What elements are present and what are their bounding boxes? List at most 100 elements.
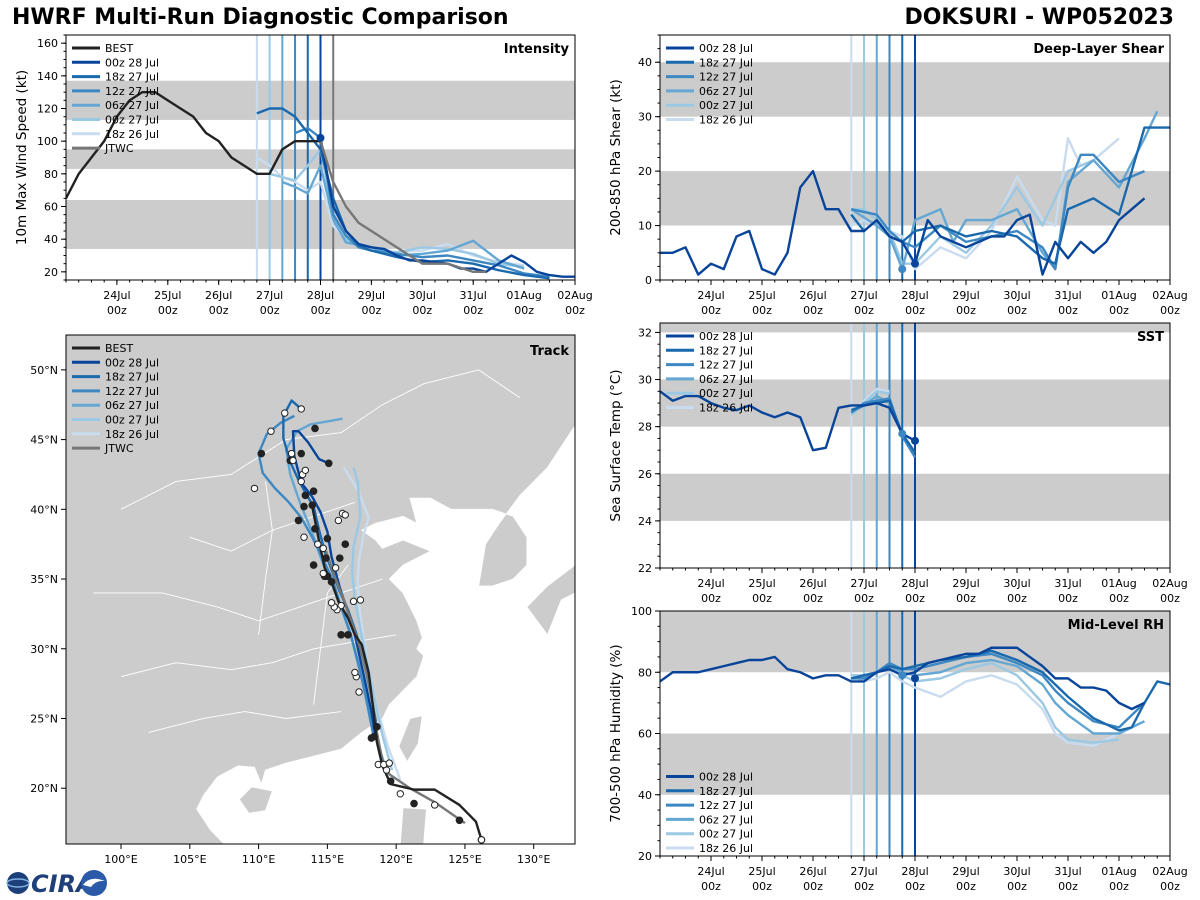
x-tick-label: 24Jul (697, 289, 724, 302)
track-position-dot (308, 501, 317, 509)
x-tick-label: 00z (1007, 592, 1027, 605)
x-tick-label: 00z (1058, 304, 1078, 317)
x-tick-label: 00z (803, 592, 823, 605)
y-tick-label: 20 (638, 850, 652, 863)
y-tick-label: 60 (638, 728, 652, 741)
x-tick-label: 30Jul (1003, 577, 1030, 590)
y-tick-label: 140 (37, 70, 58, 83)
y-tick-label: 10 (638, 220, 652, 233)
x-tick-label: 00z (752, 592, 772, 605)
legend-label: 00z 27 Jul (105, 414, 159, 427)
series-line-18z-26-jul (850, 671, 1120, 747)
track-forecast-dot (319, 569, 327, 578)
track-position-dot (386, 777, 395, 786)
track-forecast-dot (267, 427, 275, 435)
cira-globe-icon (7, 872, 29, 894)
x-tick-label: 00z (1160, 880, 1180, 893)
y-tick-label: 24 (638, 515, 652, 528)
track-forecast-dot (349, 597, 358, 606)
track-forecast-dot (281, 409, 289, 417)
x-tick-label: 27Jul (850, 577, 877, 590)
x-tick-label: 27Jul (256, 289, 283, 302)
legend-label: JTWC (104, 442, 134, 455)
x-tick-label: 00z (854, 304, 874, 317)
legend-label: 18z 27 Jul (699, 56, 753, 69)
x-tick-label: 00z (1058, 880, 1078, 893)
track-position-dot (335, 554, 344, 562)
x-tick-label: 00z (803, 880, 823, 893)
series-line-18z-27-jul (850, 649, 1170, 732)
legend-label: 06z 27 Jul (699, 373, 753, 386)
x-tick-label: 25Jul (154, 289, 181, 302)
x-tick-label: 00z (905, 592, 925, 605)
x-tick-label: 115°E (311, 853, 344, 866)
plot-area-shear (660, 35, 1170, 280)
x-tick-label: 01Aug (1101, 289, 1136, 302)
y-tick-label: 40 (638, 789, 652, 802)
track-forecast-dot (301, 466, 310, 474)
track-position-dot (373, 723, 381, 731)
legend-label: 00z 28 Jul (105, 56, 159, 69)
series-line-06z-27-jul (850, 110, 1159, 271)
x-tick-label: 26Jul (205, 289, 232, 302)
series-line-00z-28-jul (660, 390, 916, 452)
y-tick-label: 26 (638, 468, 652, 481)
track-position-dot (309, 487, 318, 495)
panel-sst: 22 24 26 28 30 32 24Jul 00z 25Jul 00z 26Jul 00z 27Ju… (608, 322, 1188, 605)
legend-label: 12z 27 Jul (105, 385, 159, 398)
figure-title: HWRF Multi-Run Diagnostic Comparison (12, 5, 509, 30)
y-tick-label: 20 (44, 266, 58, 279)
panel-title: Deep-Layer Shear (1033, 42, 1164, 57)
legend-label: 00z 28 Jul (699, 42, 753, 55)
y-tick-label: 40 (638, 56, 652, 69)
x-tick-label: 00z (905, 880, 925, 893)
legend-label: 06z 27 Jul (105, 99, 159, 112)
panel-rh: 20 40 60 80 100 24Jul 00z 25Jul 00z 26Jul 00z 27Jul… (608, 605, 1188, 893)
track-position-dot (322, 554, 330, 562)
x-tick-label: 130°E (517, 853, 550, 866)
legend-label: JTWC (104, 142, 134, 155)
series-line-jtwc (319, 140, 486, 274)
x-tick-label: 29Jul (952, 865, 979, 878)
legend-label: 18z 27 Jul (699, 785, 753, 798)
track-position-dot (309, 561, 318, 569)
series-line-12z-27-jul (851, 652, 1146, 729)
province-border (258, 481, 273, 635)
x-tick-label: 00z (311, 304, 331, 317)
track-forecast-dot (287, 449, 296, 458)
init-point-marker (898, 429, 907, 438)
track-position-dot (323, 534, 332, 543)
x-tick-label: 24Jul (103, 289, 130, 302)
track-forecast-dot (356, 596, 365, 604)
x-tick-label: 28Jul (307, 289, 334, 302)
track-forecast-dot (314, 540, 322, 548)
init-point-marker (911, 436, 919, 445)
province-border (120, 634, 397, 678)
x-tick-label: 01Aug (506, 289, 541, 302)
x-tick-label: 00z (1109, 880, 1129, 893)
y-tick-label: 35°N (30, 573, 58, 586)
x-tick-label: 25Jul (748, 865, 775, 878)
x-tick-label: 29Jul (952, 577, 979, 590)
x-tick-label: 25Jul (748, 289, 775, 302)
init-point-marker (911, 674, 919, 683)
track-forecast-dot (334, 516, 343, 525)
axes-frame (65, 334, 576, 845)
x-tick-label: 29Jul (358, 289, 385, 302)
y-tick-label: 30°N (30, 643, 58, 656)
legend-label: 00z 27 Jul (699, 387, 753, 400)
panel-shear: 0 10 20 30 40 24Jul 00z 25Jul 00z 26Jul 00z 27Jul 00… (608, 34, 1188, 317)
track-position-dot (324, 459, 333, 468)
legend-label: 12z 27 Jul (699, 71, 753, 84)
y-axis-label: 200-850 hPa Shear (kt) (608, 79, 624, 236)
y-axis-label: 10m Max Wind Speed (kt) (14, 70, 30, 245)
legend-label: 00z 27 Jul (699, 99, 753, 112)
legend-label: 18z 26 Jul (105, 428, 159, 441)
x-tick-label: 00z (854, 592, 874, 605)
x-tick-label: 28Jul (901, 865, 928, 878)
track-position-dot (367, 734, 376, 742)
taiwan-landmass (398, 715, 423, 763)
x-tick-label: 00z (1058, 592, 1078, 605)
x-tick-label: 00z (463, 304, 483, 317)
province-border (120, 369, 521, 510)
